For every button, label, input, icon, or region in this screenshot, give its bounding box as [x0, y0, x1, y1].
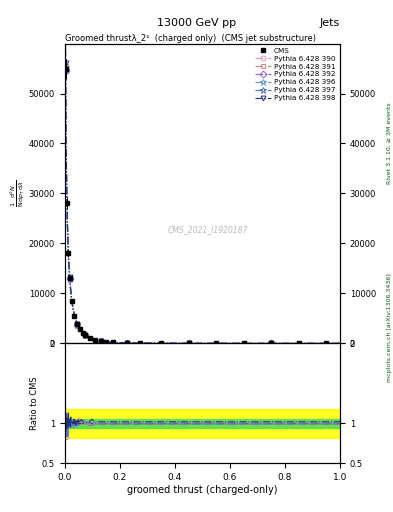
Legend: CMS, Pythia 6.428 390, Pythia 6.428 391, Pythia 6.428 392, Pythia 6.428 396, Pyt: CMS, Pythia 6.428 390, Pythia 6.428 391,… — [253, 46, 338, 103]
Text: Groomed thrustλ_2¹  (charged only)  (CMS jet substructure): Groomed thrustλ_2¹ (charged only) (CMS j… — [65, 34, 316, 42]
Text: mcplots.cern.ch [arXiv:1306.3436]: mcplots.cern.ch [arXiv:1306.3436] — [387, 273, 391, 382]
Y-axis label: $\frac{1}{\mathrm{N}} \frac{\mathrm{d}^2 N}{\mathrm{d} p_T\, \mathrm{d}\lambda}$: $\frac{1}{\mathrm{N}} \frac{\mathrm{d}^2… — [9, 180, 28, 207]
X-axis label: groomed thrust (charged-only): groomed thrust (charged-only) — [127, 485, 277, 495]
Text: 13000 GeV pp: 13000 GeV pp — [157, 18, 236, 28]
Y-axis label: Ratio to CMS: Ratio to CMS — [30, 376, 39, 430]
Text: CMS_2021_I1920187: CMS_2021_I1920187 — [168, 225, 248, 234]
Text: Jets: Jets — [320, 18, 340, 28]
Text: Rivet 3.1.10, ≥ 3M events: Rivet 3.1.10, ≥ 3M events — [387, 102, 391, 184]
